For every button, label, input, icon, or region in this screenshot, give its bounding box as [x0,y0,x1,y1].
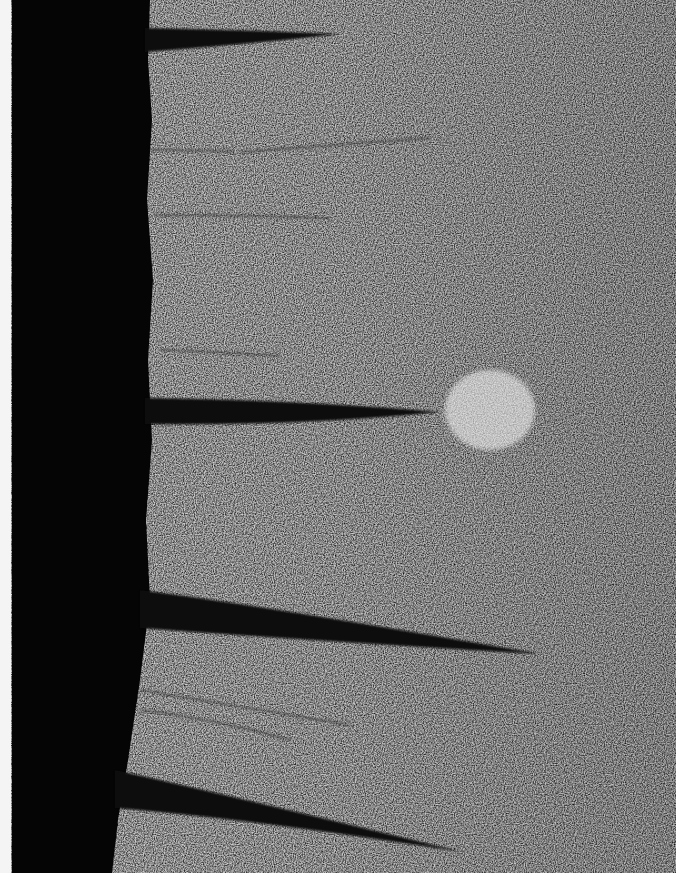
left-margin [0,0,11,873]
streak [140,590,540,654]
faint-streak [239,137,431,153]
faint-streak [139,709,291,741]
light-spot [445,370,535,450]
streaks [115,28,540,852]
streak [115,770,462,852]
streak [145,28,340,52]
faint-streak [154,214,331,219]
streak [145,398,440,425]
faint-streak [139,689,351,726]
faint-streak [159,349,281,357]
faint-streaks [139,137,431,741]
faint-streak [149,149,236,153]
black-band [12,0,153,873]
